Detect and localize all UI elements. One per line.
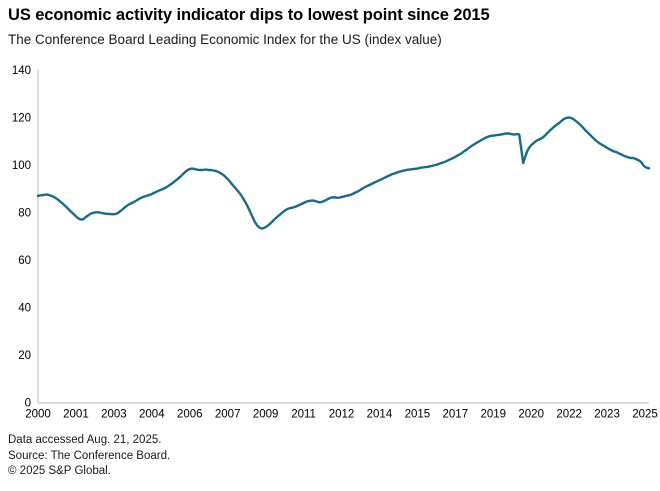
y-axis-label: 100 xyxy=(12,160,31,172)
x-axis-label: 2019 xyxy=(480,409,506,421)
y-axis-label: 140 xyxy=(12,65,31,77)
y-axis-label: 120 xyxy=(12,113,31,125)
x-axis-label: 2000 xyxy=(25,409,51,421)
y-axis-label: 0 xyxy=(25,398,31,410)
x-axis-label: 2012 xyxy=(329,409,355,421)
x-axis-label: 2007 xyxy=(215,409,241,421)
x-axis-label: 2009 xyxy=(253,409,279,421)
x-axis-label: 2011 xyxy=(291,409,316,421)
lei-line-chart: 0 20 40 60 80 100 120 140 2000 2001 2003 2004 2006 20… xyxy=(12,65,658,421)
y-axis-label: 20 xyxy=(18,350,31,362)
data-accessed-note: Data accessed Aug. 21, 2025. xyxy=(8,434,162,446)
x-axis-label: 2015 xyxy=(405,409,431,421)
x-axis-label: 2003 xyxy=(101,409,127,421)
copyright-note: © 2025 S&P Global. xyxy=(8,465,111,477)
x-axis-label: 2004 xyxy=(139,409,165,421)
y-axis-label: 60 xyxy=(18,255,31,267)
chart-subtitle: The Conference Board Leading Economic In… xyxy=(8,32,442,47)
y-axis-label: 80 xyxy=(18,208,31,220)
x-axis-label: 2023 xyxy=(594,409,620,421)
x-axis-label: 2006 xyxy=(177,409,203,421)
y-axis-label: 40 xyxy=(18,303,31,315)
x-axis-label: 2017 xyxy=(443,409,469,421)
x-axis-label: 2022 xyxy=(556,409,582,421)
x-axis-label: 2025 xyxy=(632,409,658,421)
chart-title: US economic activity indicator dips to l… xyxy=(8,6,490,24)
lei-series-line xyxy=(36,116,651,230)
x-axis-label: 2014 xyxy=(367,409,393,421)
x-axis-label: 2020 xyxy=(518,409,544,421)
chart-footer: Data accessed Aug. 21, 2025. Source: The… xyxy=(8,433,170,480)
x-axis-label: 2001 xyxy=(63,409,89,421)
source-note: Source: The Conference Board. xyxy=(8,449,171,462)
